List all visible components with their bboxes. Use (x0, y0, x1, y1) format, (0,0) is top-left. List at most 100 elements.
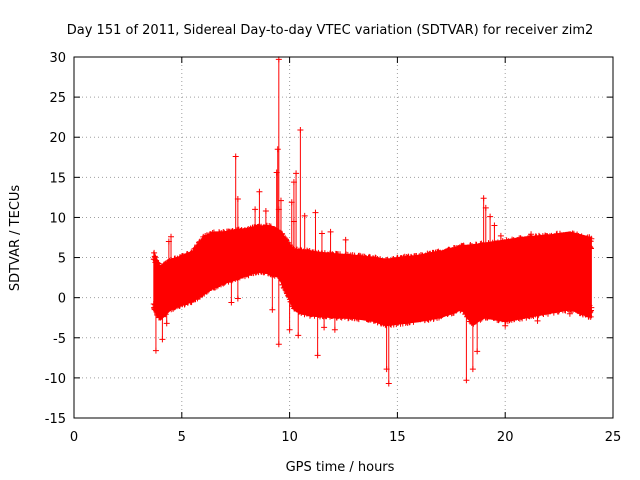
outlier-point (342, 236, 349, 243)
outlier-point (383, 366, 390, 373)
data-point (162, 311, 169, 318)
data-point (387, 321, 394, 328)
outlier-point (295, 332, 302, 339)
data-point (587, 244, 594, 251)
outlier-point (168, 233, 175, 240)
data-point (151, 249, 158, 256)
data-point (587, 313, 594, 320)
x-tick-label: 20 (497, 430, 514, 445)
data-point (283, 282, 290, 289)
outlier-point (385, 380, 392, 387)
data-point (183, 258, 190, 265)
outlier-point (152, 347, 159, 354)
outlier-point (482, 204, 489, 211)
outlier-point (232, 153, 239, 160)
data-markers (150, 56, 595, 387)
data-point (460, 243, 467, 250)
y-tick-label: -15 (45, 412, 66, 427)
x-tick-label: 5 (178, 430, 186, 445)
outlier-point (480, 195, 487, 202)
outlier-point (269, 306, 276, 313)
data-point (588, 235, 595, 242)
data-point (583, 301, 590, 308)
outlier-point (528, 231, 535, 238)
data-point (410, 318, 417, 325)
outlier-point (274, 146, 281, 153)
outlier-point (321, 324, 328, 331)
outlier-point (273, 169, 280, 176)
y-axis-label: SDTVAR / TECUs (8, 185, 23, 292)
outlier-point (286, 326, 293, 333)
outlier-point (297, 127, 304, 134)
data-point (363, 308, 370, 315)
outlier-point (491, 222, 498, 229)
data-point (549, 306, 556, 313)
data-point (181, 258, 188, 265)
outlier-point (163, 320, 170, 327)
grid-lines (74, 57, 613, 418)
data-point (588, 304, 595, 311)
data-point (478, 315, 485, 322)
data-point (332, 306, 339, 313)
data-point (303, 256, 310, 263)
y-tick-label: 15 (49, 171, 66, 186)
outlier-point (566, 310, 573, 317)
data-point (221, 279, 228, 286)
data-point (532, 306, 539, 313)
outlier-point (469, 366, 476, 373)
data-point (430, 315, 437, 322)
outlier-point (312, 209, 319, 216)
y-tick-label: 10 (49, 211, 66, 226)
data-point (370, 309, 377, 316)
x-tick-label: 25 (605, 430, 622, 445)
y-tick-label: 0 (58, 292, 66, 307)
data-point (560, 296, 567, 303)
data-point (463, 302, 470, 309)
outlier-point (497, 232, 504, 239)
data-point (588, 245, 595, 252)
outlier-point (275, 341, 282, 348)
chart-title: Day 151 of 2011, Sidereal Day-to-day VTE… (67, 23, 594, 38)
outlier-point (474, 348, 481, 355)
outlier-point (262, 208, 269, 215)
y-tick-label: 25 (49, 91, 66, 106)
y-tick-label: 30 (49, 51, 66, 66)
outlier-point (327, 228, 334, 235)
outlier-point (228, 299, 235, 306)
data-point (477, 316, 484, 323)
data-point (527, 245, 534, 252)
data-point (205, 285, 212, 292)
sdtvar-series (150, 56, 595, 387)
outlier-point (463, 377, 470, 384)
outlier-point (487, 213, 494, 220)
outlier-point (502, 322, 509, 329)
y-tick-label: 20 (49, 131, 66, 146)
outlier-point (234, 195, 241, 202)
outlier-point (331, 326, 338, 333)
x-axis-label: GPS time / hours (286, 460, 395, 475)
outlier-point (318, 230, 325, 237)
x-tick-label: 15 (389, 430, 406, 445)
data-point (288, 293, 295, 300)
outlier-point (252, 206, 259, 213)
y-tick-label: -5 (53, 332, 66, 347)
y-tick-label: 5 (58, 252, 66, 267)
data-point (540, 244, 547, 251)
data-point (280, 277, 287, 284)
plot-frame (73, 56, 614, 419)
data-point (317, 304, 324, 311)
data-point (522, 244, 529, 251)
data-point (278, 272, 285, 279)
outlier-point (277, 197, 284, 204)
outlier-point (234, 295, 241, 302)
data-point (152, 301, 159, 308)
x-tick-label: 0 (70, 430, 78, 445)
data-point (152, 254, 159, 261)
outlier-point (159, 336, 166, 343)
data-point (296, 301, 303, 308)
outlier-point (293, 170, 300, 177)
outlier-point (301, 212, 308, 219)
outlier-point (534, 317, 541, 324)
outlier-point (314, 352, 321, 359)
